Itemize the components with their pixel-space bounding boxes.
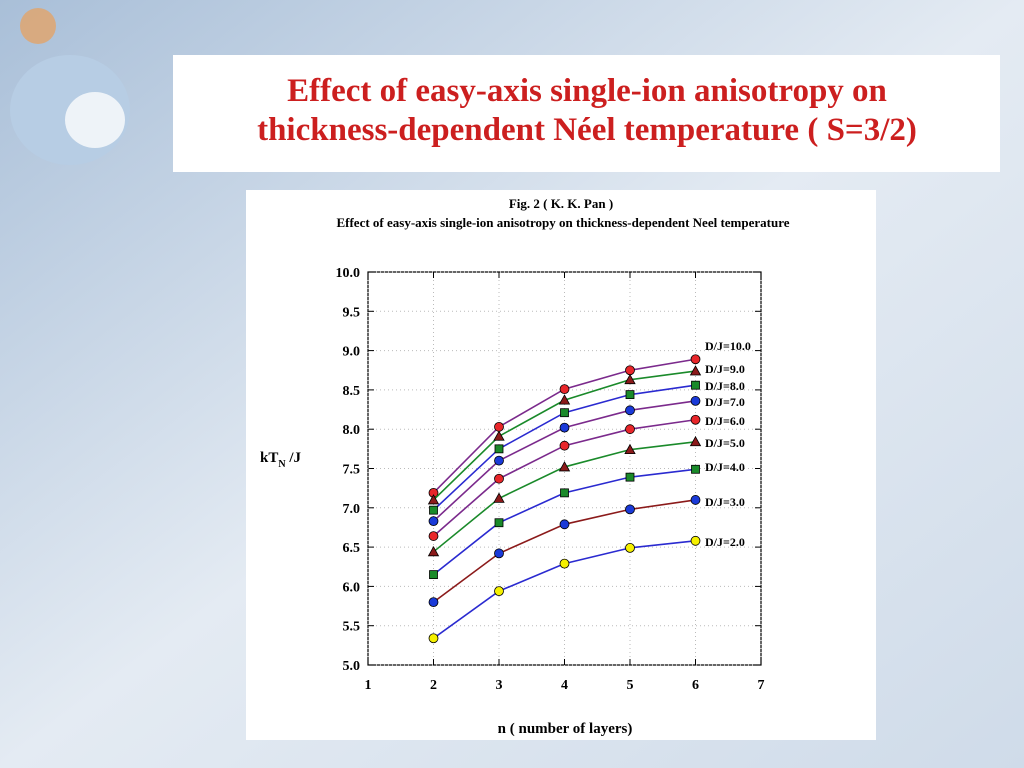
marker [559, 519, 570, 530]
figure: Fig. 2 ( K. K. Pan ) Effect of easy-axis… [246, 190, 876, 740]
legend-label: D/J=3.0 [705, 495, 745, 509]
marker [690, 354, 701, 365]
marker [690, 535, 701, 546]
marker [428, 531, 439, 541]
legend-label: D/J=2.0 [705, 535, 745, 549]
x-tick-label: 2 [430, 678, 437, 693]
marker [625, 542, 635, 553]
x-tick-label: 3 [496, 678, 503, 693]
y-axis-label: kTN /J [260, 450, 302, 470]
chart-subtitle: Effect of easy-axis single-ion anisotrop… [336, 215, 789, 230]
y-tick-label: 5.0 [343, 659, 361, 674]
y-tick-label: 5.5 [343, 620, 361, 635]
slide-title: thickness-dependent Néel temperature ( S… [257, 112, 917, 148]
marker [690, 414, 701, 425]
marker [427, 545, 440, 557]
marker [559, 384, 570, 395]
marker [559, 440, 570, 451]
chart-title: Fig. 2 ( K. K. Pan ) [509, 196, 613, 211]
marker [494, 455, 504, 466]
y-tick-label: 7.5 [343, 463, 361, 478]
y-tick-label: 9.0 [343, 345, 361, 360]
marker [494, 518, 504, 528]
marker [493, 492, 505, 503]
legend-label: D/J=5.0 [705, 436, 745, 450]
marker [494, 473, 504, 484]
x-tick-label: 5 [627, 678, 634, 693]
marker [427, 494, 440, 505]
marker [625, 405, 635, 416]
marker [493, 430, 505, 441]
marker [428, 633, 439, 644]
y-tick-label: 7.0 [343, 502, 361, 517]
y-tick-label: 8.5 [343, 384, 361, 399]
marker [624, 373, 636, 385]
legend-label: D/J=10.0 [705, 339, 751, 353]
marker [494, 548, 504, 559]
x-tick-label: 7 [758, 678, 765, 693]
legend-label: D/J=8.0 [705, 379, 745, 393]
legend-label: D/J=9.0 [705, 362, 745, 376]
y-tick-label: 6.0 [343, 580, 361, 595]
marker [689, 435, 702, 447]
figure-panel [246, 190, 876, 740]
logo [20, 8, 56, 44]
slide-title: Effect of easy-axis single-ion anisotrop… [287, 73, 887, 109]
marker [625, 424, 635, 435]
marker [624, 443, 636, 455]
marker [429, 570, 438, 580]
y-tick-label: 8.0 [343, 423, 361, 438]
y-tick-label: 9.5 [343, 305, 361, 320]
y-axis-label-sub: N [278, 459, 286, 470]
marker [428, 516, 439, 527]
title-box [173, 55, 1000, 172]
marker [690, 396, 701, 406]
y-axis-label-suffix: /J [286, 450, 302, 466]
marker [625, 472, 635, 482]
marker [429, 505, 438, 515]
marker [689, 365, 702, 376]
marker [691, 464, 700, 474]
x-tick-label: 1 [365, 678, 372, 693]
legend-label: D/J=6.0 [705, 414, 745, 428]
marker [558, 394, 571, 405]
marker [560, 488, 569, 498]
marker [494, 421, 504, 432]
marker [559, 422, 570, 433]
photo-decoration [65, 92, 125, 148]
marker [559, 558, 570, 569]
marker [494, 586, 504, 597]
legend-label: D/J=4.0 [705, 460, 745, 474]
y-tick-label: 10.0 [336, 266, 361, 281]
marker [428, 597, 439, 608]
y-axis-label-main: kT [260, 450, 278, 466]
marker [625, 390, 635, 400]
marker [691, 380, 700, 390]
marker [690, 495, 701, 505]
legend-label: D/J=7.0 [705, 395, 745, 409]
marker [625, 365, 635, 376]
marker [494, 444, 504, 454]
x-tick-label: 6 [692, 678, 699, 693]
marker [560, 408, 569, 418]
x-axis-label: n ( number of layers) [498, 721, 633, 737]
marker [625, 504, 635, 515]
x-tick-label: 4 [561, 678, 568, 693]
y-tick-label: 6.5 [343, 541, 361, 556]
marker [558, 461, 571, 472]
